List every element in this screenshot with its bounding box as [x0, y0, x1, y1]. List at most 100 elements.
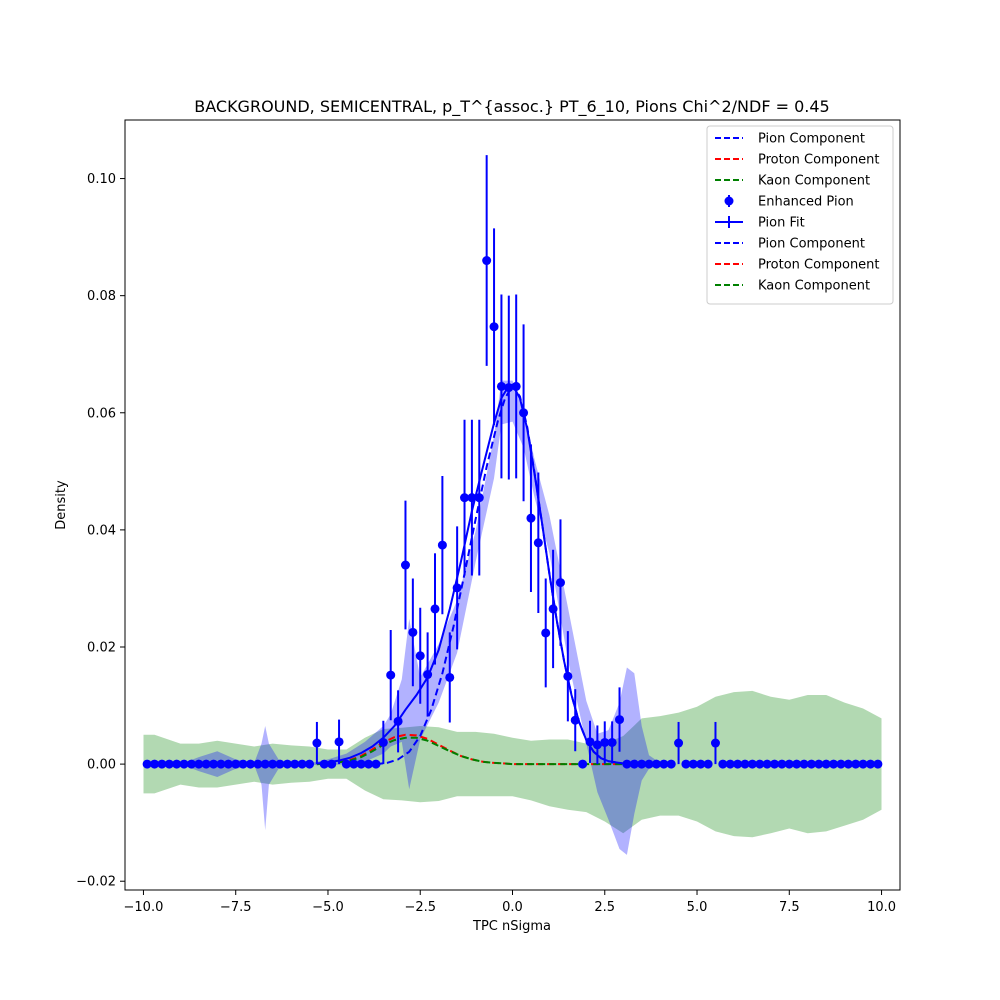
kaon-component-line: [316, 736, 635, 766]
enhanced-pion-point: [474, 493, 484, 503]
x-tick-label: −5.0: [312, 900, 344, 915]
legend-label: Kaon Component: [758, 174, 870, 189]
enhanced-pion-point: [710, 738, 720, 748]
enhanced-pion-point: [290, 759, 300, 769]
enhanced-pion-point: [821, 759, 831, 769]
enhanced-pion-point: [858, 759, 868, 769]
enhanced-pion-point: [526, 513, 536, 523]
legend-label: Pion Component: [758, 132, 865, 147]
legend-box: [706, 125, 894, 305]
enhanced-pion-point: [209, 759, 219, 769]
y-tick-label: 0.10: [87, 172, 116, 187]
enhanced-pion-point: [238, 759, 248, 769]
enhanced-pion-point: [600, 737, 610, 747]
y-tick-label: 0.06: [87, 406, 116, 421]
enhanced-pion-point: [548, 604, 558, 614]
legend-label: Pion Fit: [758, 216, 805, 231]
enhanced-pion-point: [755, 759, 765, 769]
y-tick-label: 0.02: [87, 640, 116, 655]
enhanced-pion-point: [585, 737, 595, 747]
enhanced-pion-point: [696, 759, 706, 769]
enhanced-pion-point: [570, 715, 580, 725]
enhanced-pion-point: [164, 759, 174, 769]
enhanced-pion-point: [172, 759, 182, 769]
x-tick-label: 5.0: [687, 900, 708, 915]
enhanced-pion-point: [437, 540, 447, 550]
x-axis-label: TPC nSigma: [472, 919, 551, 934]
enhanced-pion-point: [445, 672, 455, 682]
enhanced-pion-point: [423, 670, 433, 680]
enhanced-pion-point: [334, 737, 344, 747]
enhanced-pion-point: [740, 759, 750, 769]
y-axis-ticks: −0.02 0.00 0.02 0.04 0.06 0.08 0.10: [76, 172, 125, 890]
enhanced-pion-point: [430, 604, 440, 614]
enhanced-pion-point: [629, 759, 639, 769]
enhanced-pion-point: [415, 651, 425, 661]
legend-label: Proton Component: [758, 258, 880, 273]
enhanced-pion-point: [312, 738, 322, 748]
legend-label: Pion Component: [758, 237, 865, 252]
enhanced-pion-point: [216, 759, 226, 769]
enhanced-pion-point: [806, 759, 816, 769]
enhanced-pion-point: [231, 759, 241, 769]
enhanced-pion-point: [364, 759, 374, 769]
enhanced-pion-point: [541, 628, 551, 638]
plot-content: [142, 155, 883, 855]
enhanced-pion-point: [865, 759, 875, 769]
enhanced-pion-point: [843, 759, 853, 769]
enhanced-pion-point: [674, 738, 684, 748]
enhanced-pion-point: [482, 256, 492, 266]
enhanced-pion-point: [341, 759, 351, 769]
legend-label: Kaon Component: [758, 279, 870, 294]
x-tick-label: −2.5: [404, 900, 436, 915]
enhanced-pion-point: [607, 737, 617, 747]
legend: Pion Component Proton Component Kaon Compo…: [706, 125, 894, 305]
enhanced-pion-point: [386, 670, 396, 680]
enhanced-pion-point: [452, 583, 462, 593]
enhanced-pion-point: [681, 759, 691, 769]
enhanced-pion-point: [496, 381, 506, 391]
enhanced-pion-point: [718, 759, 728, 769]
enhanced-pion-point: [873, 759, 883, 769]
kaon-uncertainty-band: [143, 690, 882, 838]
enhanced-pion-point: [504, 383, 514, 393]
enhanced-pion-point: [400, 560, 410, 570]
enhanced-pion-point: [378, 737, 388, 747]
y-axis-label: Density: [54, 480, 69, 530]
enhanced-pion-point: [519, 408, 529, 418]
y-tick-label: 0.08: [87, 289, 116, 304]
enhanced-pion-point: [814, 759, 824, 769]
enhanced-pion-point: [851, 759, 861, 769]
enhanced-pion-point: [733, 759, 743, 769]
enhanced-pion-point: [408, 627, 418, 637]
x-tick-label: −7.5: [220, 900, 252, 915]
enhanced-pion-point: [578, 759, 588, 769]
enhanced-pion-point: [622, 759, 632, 769]
enhanced-pion-point: [666, 759, 676, 769]
enhanced-pion-point: [467, 493, 477, 503]
enhanced-pion-point: [659, 759, 669, 769]
enhanced-pion-point: [792, 759, 802, 769]
enhanced-pion-point: [179, 759, 189, 769]
x-tick-label: 0.0: [502, 900, 523, 915]
enhanced-pion-point: [777, 759, 787, 769]
enhanced-pion-point: [253, 759, 263, 769]
enhanced-pion-point: [186, 759, 196, 769]
enhanced-pion-point: [201, 759, 211, 769]
enhanced-pion-point: [349, 759, 359, 769]
x-tick-label: 10.0: [867, 900, 896, 915]
enhanced-pion-point: [799, 759, 809, 769]
enhanced-pion-point: [762, 759, 772, 769]
enhanced-pion-point: [393, 716, 403, 726]
enhanced-pion-point: [784, 759, 794, 769]
chart-title: BACKGROUND, SEMICENTRAL, p_T^{assoc.} PT…: [194, 97, 829, 117]
enhanced-pion-point: [282, 759, 292, 769]
enhanced-pion-point: [651, 759, 661, 769]
enhanced-pion-point: [533, 538, 543, 548]
enhanced-pion-point: [460, 493, 470, 503]
enhanced-pion-point: [327, 759, 337, 769]
enhanced-pion-point: [747, 759, 757, 769]
plot-area: [142, 155, 883, 855]
enhanced-pion-point: [725, 759, 735, 769]
x-tick-label: 2.5: [594, 900, 615, 915]
